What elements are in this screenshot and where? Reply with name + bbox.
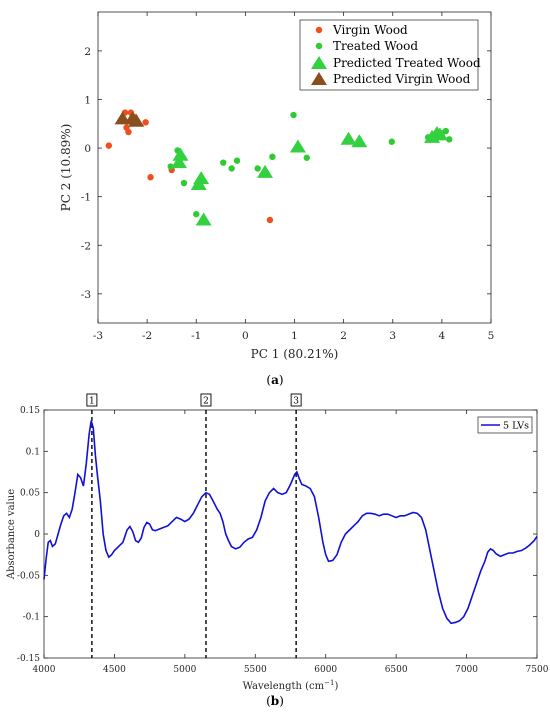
spectrum-x-tick-label: 7000 xyxy=(455,665,478,675)
spectrum-y-tick-label: 0.05 xyxy=(20,489,40,499)
point-virgin-wood xyxy=(266,216,274,224)
point-treated-wood xyxy=(303,154,310,161)
wavelength-marker-box-2 xyxy=(200,393,212,407)
point-treated-wood xyxy=(228,165,235,172)
spectrum-x-tick-label: 4500 xyxy=(103,665,126,675)
scatter-legend-box xyxy=(299,19,479,91)
point-treated-wood xyxy=(167,163,174,170)
point-treated-wood xyxy=(290,111,297,119)
point-predicted-treated-wood xyxy=(257,164,274,178)
spectrum-x-tick-label: 5000 xyxy=(173,665,196,675)
spectrum-y-tick-label: 0 xyxy=(34,530,40,540)
legend-marker-virgin-wood xyxy=(315,26,323,34)
legend-label-treated-wood: Treated Wood xyxy=(333,39,418,53)
spectrum-y-tick-label: -0.1 xyxy=(23,613,40,623)
scatter-x-axis-label: PC 1 (80.21%) xyxy=(251,347,339,361)
scatter-panel: -3 -2 -1 0 1 2 3 4 5 -3 -2 -1 0 1 2 PC 1 (80.21%) PC 2… xyxy=(59,11,495,387)
scatter-x-tick-label: 0 xyxy=(242,330,249,342)
scatter-y-tick-label: 0 xyxy=(84,143,91,155)
spectrum-legend-box xyxy=(477,416,533,434)
spectrum-y-tick-label: -0.15 xyxy=(17,654,40,664)
point-predicted-treated-wood xyxy=(351,134,368,148)
spectrum-y-tick-label: 0.15 xyxy=(20,406,40,416)
scatter-y-tick-label: -2 xyxy=(81,240,91,252)
scatter-ticks: -3 -2 -1 0 1 2 3 4 5 -3 -2 -1 0 1 2 xyxy=(81,12,495,342)
point-predicted-treated-wood xyxy=(340,131,357,145)
point-treated-wood xyxy=(388,138,395,145)
scatter-legend: Virgin Wood Treated Wood Predicted Treat… xyxy=(299,19,481,91)
wavelength-marker-box-1 xyxy=(86,393,98,407)
spectrum-x-axis-label-tail: ) xyxy=(334,681,338,692)
point-treated-wood xyxy=(269,153,276,161)
point-predicted-treated-wood xyxy=(171,155,188,169)
spectrum-line-5-lvs xyxy=(43,420,538,625)
scatter-x-tick-label: 4 xyxy=(439,330,446,342)
spectrum-legend: 5 LVs xyxy=(477,416,533,434)
point-treated-wood xyxy=(180,179,188,187)
spectrum-x-tick-label: 6500 xyxy=(385,665,408,675)
legend-marker-predicted-treated-wood xyxy=(311,56,327,69)
wavelength-marker-label-2: 2 xyxy=(203,397,209,407)
spectrum-x-tick-label: 6000 xyxy=(314,665,337,675)
point-virgin-wood xyxy=(142,119,149,126)
scatter-y-tick-label: -1 xyxy=(81,192,91,204)
spectrum-wavelength-markers: 1 2 3 xyxy=(86,393,302,658)
spectrum-x-tick-label: 4000 xyxy=(33,665,56,675)
legend-label-predicted-virgin-wood: Predicted Virgin Wood xyxy=(333,72,471,86)
spectrum-y-tick-label: -0.05 xyxy=(17,571,40,581)
scatter-x-tick-label: 2 xyxy=(340,330,347,342)
point-treated-wood xyxy=(193,210,200,218)
spectrum-y-tick-label: 0.1 xyxy=(26,447,40,457)
point-virgin-wood xyxy=(105,142,113,149)
point-virgin-wood xyxy=(125,128,132,136)
wavelength-marker-label-3: 3 xyxy=(293,397,299,407)
scatter-x-tick-label: 3 xyxy=(389,330,396,342)
point-treated-wood xyxy=(233,157,241,164)
spectrum-plot-area xyxy=(43,409,538,659)
scatter-points xyxy=(105,109,453,226)
legend-marker-treated-wood xyxy=(315,42,323,50)
scatter-y-axis-label: PC 2 (10.89%) xyxy=(59,124,73,212)
point-treated-wood xyxy=(254,165,261,172)
legend-label-5-lvs: 5 LVs xyxy=(503,421,529,432)
point-treated-wood xyxy=(446,136,453,143)
spectrum-x-tick-label: 5500 xyxy=(244,665,267,675)
spectrum-panel: 4000 4500 5000 5500 6000 6500 7000 7500 -0.15 -0.… xyxy=(6,393,549,708)
spectrum-caption-letter: b xyxy=(271,694,279,708)
point-predicted-treated-wood xyxy=(289,139,306,153)
scatter-y-tick-label: 2 xyxy=(84,46,91,58)
point-predicted-treated-wood xyxy=(195,212,212,226)
spectrum-caption: (b) xyxy=(266,694,284,708)
point-predicted-treated-wood xyxy=(172,147,189,161)
legend-label-virgin-wood: Virgin Wood xyxy=(332,23,408,37)
scatter-x-tick-label: 5 xyxy=(488,330,495,342)
scatter-x-tick-label: 1 xyxy=(291,330,298,342)
spectrum-x-axis-label: Wavelength (cm−1) xyxy=(243,679,339,692)
wavelength-marker-box-3 xyxy=(290,393,302,407)
scatter-x-tick-label: -3 xyxy=(93,330,103,342)
legend-marker-predicted-virgin-wood xyxy=(311,72,327,85)
spectrum-x-axis-label-main: Wavelength (cm xyxy=(243,681,325,692)
scatter-y-tick-label: 1 xyxy=(84,94,91,106)
scatter-caption-letter: a xyxy=(271,373,279,387)
spectrum-x-tick-label: 7500 xyxy=(526,665,549,675)
point-predicted-virgin-wood xyxy=(128,113,145,127)
spectrum-ticks: 4000 4500 5000 5500 6000 6500 7000 7500 -0.15 -0.… xyxy=(17,406,549,675)
wavelength-marker-label-1: 1 xyxy=(89,397,95,407)
scatter-x-tick-label: -2 xyxy=(142,330,152,342)
point-predicted-treated-wood xyxy=(431,127,448,141)
spectrum-x-axis-label-sup: −1 xyxy=(324,679,334,687)
scatter-caption: (a) xyxy=(266,373,283,387)
point-treated-wood xyxy=(442,127,450,135)
spectrum-y-axis-label: Absorbance value xyxy=(6,489,17,580)
legend-label-predicted-treated-wood: Predicted Treated Wood xyxy=(333,56,481,70)
scatter-y-tick-label: -3 xyxy=(81,289,91,301)
scatter-x-tick-label: -1 xyxy=(191,330,201,342)
point-treated-wood xyxy=(220,159,227,166)
point-predicted-treated-wood xyxy=(193,171,210,185)
point-virgin-wood xyxy=(147,174,154,181)
